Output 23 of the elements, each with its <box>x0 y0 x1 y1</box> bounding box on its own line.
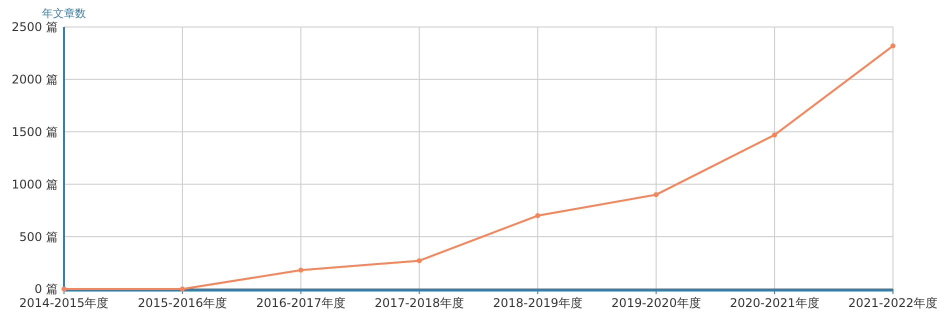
point <box>535 213 540 218</box>
y-axis-title: 年文章数 <box>42 7 86 20</box>
y-tick-label: 1500 篇 <box>12 125 58 139</box>
y-tick-label: 500 篇 <box>19 230 58 244</box>
y-tick-label: 1000 篇 <box>12 177 58 192</box>
x-tick-label: 2017-2018年度 <box>374 296 464 310</box>
point <box>416 258 422 264</box>
y-tick-label: 0 篇 <box>34 282 58 296</box>
x-tick-label: 2020-2021年度 <box>730 296 820 310</box>
x-tick-label: 2019-2020年度 <box>611 296 701 310</box>
point <box>654 192 659 198</box>
y-tick-label: 2000 篇 <box>12 72 58 87</box>
x-tick-label: 2016-2017年度 <box>256 296 346 310</box>
x-tick-label: 2014-2015年度 <box>19 296 109 310</box>
x-tick-label: 2021-2022年度 <box>848 296 938 310</box>
point <box>298 268 304 273</box>
point <box>772 132 778 138</box>
y-tick-label: 2500 篇 <box>12 20 58 34</box>
point <box>180 286 185 292</box>
point <box>62 286 66 292</box>
x-tick-label: 2018-2019年度 <box>493 296 582 310</box>
point <box>890 43 896 48</box>
x-tick-label: 2015-2016年度 <box>138 296 228 310</box>
